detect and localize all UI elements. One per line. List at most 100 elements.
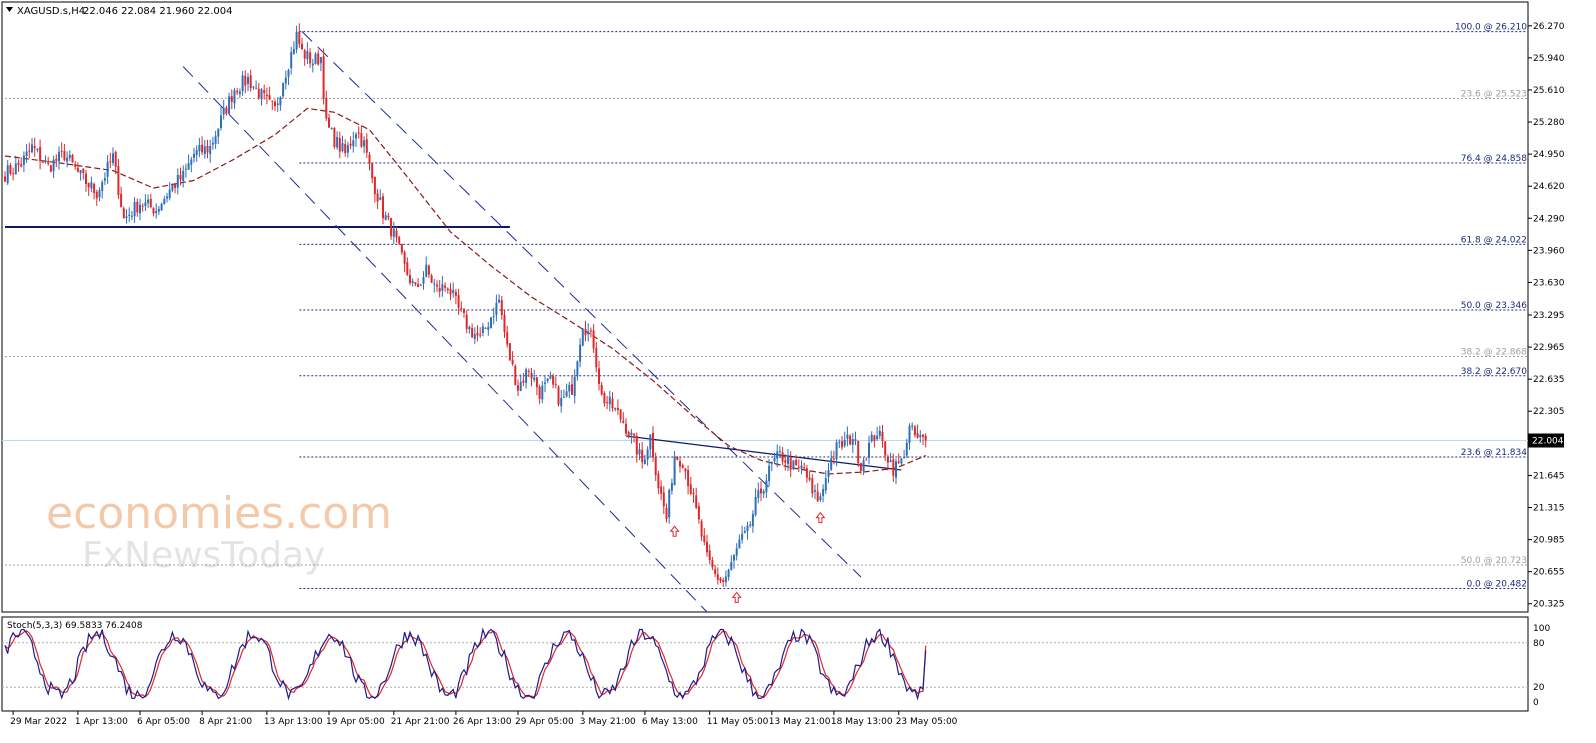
candle-body: [39, 147, 42, 162]
candle-body: [841, 441, 843, 448]
candle-body: [427, 265, 430, 275]
candle-body: [160, 203, 163, 211]
candle-body: [114, 152, 117, 167]
candle-body: [770, 461, 773, 464]
candle-body: [476, 332, 479, 336]
stoch-tick-label: 20: [1533, 683, 1545, 693]
stochastic-panel: Stoch(5,3,3) 69.5833 76.2408 100 80 20 0: [2, 621, 1550, 708]
fib-level-label: 38.2 @ 22.868: [1461, 348, 1528, 358]
candle-body: [309, 52, 312, 64]
candle-body: [687, 470, 690, 487]
candle-body: [919, 435, 922, 438]
candle-body: [733, 555, 735, 561]
candle-body: [319, 57, 322, 64]
candle-body: [492, 316, 495, 318]
candle-body: [117, 166, 120, 195]
candle-body: [684, 468, 687, 472]
price-panel-frame: [1, 1, 1529, 613]
candle-body: [290, 52, 293, 69]
candle-body: [444, 285, 447, 288]
candle-body: [544, 382, 546, 384]
candle-body: [155, 210, 158, 214]
price-tick-label: 23.630: [1533, 278, 1565, 288]
fib-level-label: 100.0 @ 26.210: [1455, 23, 1527, 33]
time-axis[interactable]: 29 Mar 2022 1 Apr 13:00 6 Apr 05:00 8 Apr 2…: [10, 711, 958, 727]
candle-body: [63, 151, 66, 160]
candle-body: [306, 50, 309, 60]
drawn-lines[interactable]: [5, 31, 902, 613]
fib-level-label: 23.6 @ 25.523: [1461, 89, 1527, 99]
current-price-box: [1528, 433, 1564, 448]
candle-body: [141, 205, 144, 207]
price-axis[interactable]: 26.270 25.940 25.610 25.280 24.950 24.620 24.2…: [1528, 22, 1565, 610]
candle-body: [727, 569, 730, 578]
candle-body: [411, 281, 414, 284]
candle-body: [784, 460, 787, 463]
candle-body: [128, 214, 131, 216]
candle-body: [649, 434, 652, 450]
candle-body: [176, 175, 179, 188]
candle-body: [589, 330, 592, 332]
candle-body: [60, 150, 63, 152]
time-tick-label: 6 Apr 05:00: [137, 717, 190, 727]
candle-body: [803, 467, 806, 469]
candle-body: [533, 377, 536, 381]
candle-body: [336, 136, 339, 148]
time-tick-label: 21 Apr 21:00: [391, 717, 450, 727]
candle-body: [619, 409, 622, 420]
channel-line: [182, 66, 708, 613]
candle-body: [255, 87, 258, 89]
candle-body: [714, 569, 717, 574]
symbol-label: XAGUSD.s,H4: [17, 6, 85, 17]
candle-body: [109, 161, 112, 163]
candle-body: [600, 385, 603, 395]
candle-body: [441, 284, 444, 291]
candle-body: [808, 477, 811, 480]
candle-body: [870, 434, 873, 442]
candle-body: [222, 107, 225, 115]
candle-body: [271, 100, 274, 102]
candle-body: [773, 458, 776, 462]
candle-body: [692, 492, 695, 495]
candle-body: [174, 184, 177, 188]
candle-body: [835, 442, 838, 460]
candle-body: [568, 384, 571, 392]
candle-body: [473, 333, 476, 340]
candle-body: [220, 115, 222, 128]
candle-body: [878, 430, 881, 436]
candle-body: [171, 184, 174, 191]
candle-body: [538, 386, 541, 399]
candle-body: [881, 431, 884, 442]
candle-body: [201, 144, 204, 153]
dropdown-triangle-icon[interactable]: [6, 7, 13, 12]
price-tick-label: 20.325: [1533, 600, 1565, 610]
candle-body: [25, 151, 28, 157]
time-tick-label: 19 Apr 05:00: [326, 717, 385, 727]
buy-arrows: [669, 511, 826, 603]
candle-body: [166, 196, 168, 199]
chart-header: XAGUSD.s,H4 22.046 22.084 21.960 22.004: [6, 6, 233, 17]
watermark-subbrand: FxNewsToday: [82, 535, 325, 576]
time-tick-label: 26 Apr 13:00: [453, 717, 512, 727]
candle-body: [9, 165, 12, 174]
candle-body: [913, 426, 916, 435]
candle-body: [436, 284, 438, 287]
candle-body: [406, 262, 409, 275]
candle-body: [252, 86, 255, 88]
trend-line: [625, 435, 902, 471]
stoch-title: Stoch(5,3,3) 69.5833 76.2408: [7, 621, 143, 631]
candle-body: [311, 63, 314, 66]
candle-body: [697, 506, 700, 520]
candle-body: [133, 201, 136, 217]
fib-level-label: 23.6 @ 21.834: [1461, 448, 1528, 458]
candle-body: [859, 462, 862, 471]
candle-body: [276, 103, 279, 105]
price-tick-label: 23.295: [1533, 311, 1565, 321]
candle-body: [708, 550, 711, 561]
candle-body: [768, 465, 771, 482]
candle-body: [230, 96, 233, 102]
candle-body: [865, 459, 868, 461]
candle-body: [562, 396, 565, 398]
candle-body: [47, 160, 50, 164]
